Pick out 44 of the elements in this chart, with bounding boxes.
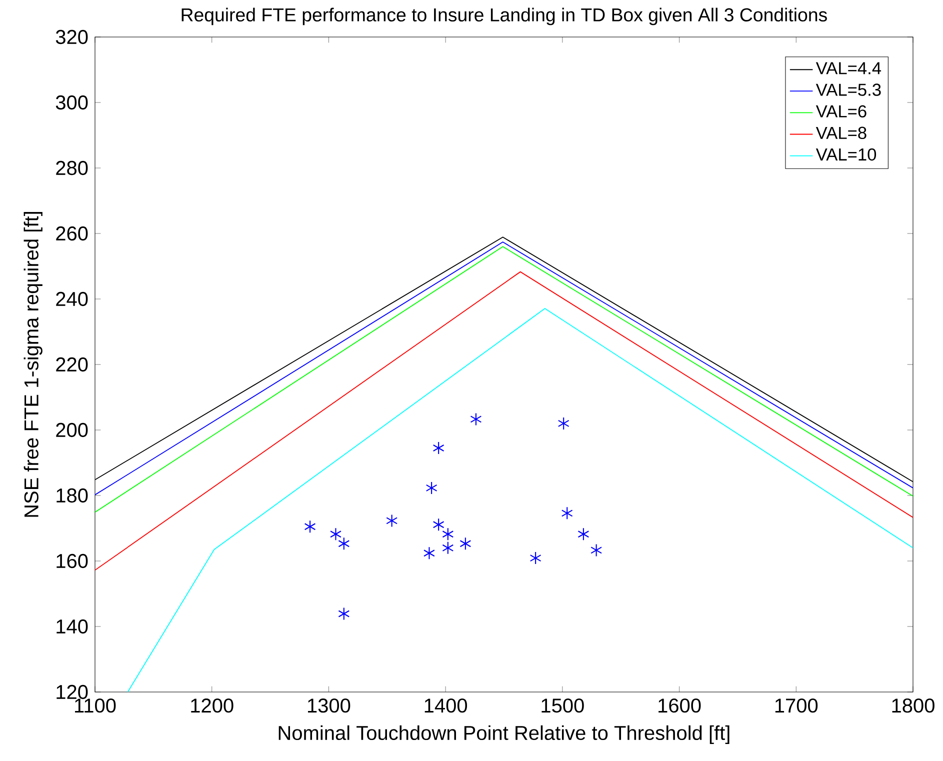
point	[304, 520, 316, 534]
point	[561, 506, 573, 520]
legend-label: VAL=5.3	[816, 84, 881, 96]
point	[460, 537, 472, 550]
point	[423, 546, 435, 560]
point	[432, 518, 444, 532]
y-tick-label: 180	[56, 488, 88, 503]
line-series	[127, 308, 913, 692]
point	[386, 514, 398, 528]
y-tick-label: 280	[56, 160, 88, 176]
point	[470, 412, 482, 426]
point	[530, 552, 542, 565]
x-axis-title: Nominal Touchdown Point Relative to Threshold [ft]	[278, 725, 730, 744]
y-tick-label: 200	[56, 422, 88, 438]
x-tick-label: 1300	[308, 698, 350, 713]
y-tick-label: 220	[56, 357, 88, 372]
point	[338, 607, 350, 620]
y-tick-label: 120	[56, 684, 88, 700]
legend-label: VAL=6	[816, 105, 866, 118]
y-tick-label: 240	[56, 292, 88, 306]
x-tick-label: 1200	[191, 698, 234, 713]
y-tick-label: 260	[56, 226, 88, 241]
x-tick-label: 1100	[75, 698, 116, 713]
point	[590, 544, 602, 557]
point	[578, 528, 590, 541]
x-tick-label: 1400	[424, 698, 468, 713]
x-tick-label: 1700	[775, 698, 818, 713]
legend-label: VAL=4.4	[816, 62, 882, 74]
x-tick-label: 1500	[542, 698, 584, 713]
point	[426, 481, 438, 495]
legend-label: VAL=8	[816, 126, 866, 140]
y-tick-label: 140	[56, 619, 88, 634]
point	[432, 441, 444, 455]
y-tick-label: 320	[56, 30, 88, 44]
point	[442, 528, 454, 541]
chart-title: Required FTE performance to Insure Landing in TD Box given All 3 Conditions	[182, 8, 827, 26]
x-tick-label: 1800	[892, 698, 934, 713]
point	[558, 416, 570, 430]
x-tick-label: 1600	[658, 698, 701, 713]
y-tick-label: 300	[56, 95, 88, 110]
legend-label: VAL=10	[816, 148, 876, 161]
y-tick-label: 160	[56, 554, 88, 568]
y-axis-title: NSE free FTE 1-sigma required [ft]	[24, 212, 42, 517]
point	[442, 541, 454, 554]
